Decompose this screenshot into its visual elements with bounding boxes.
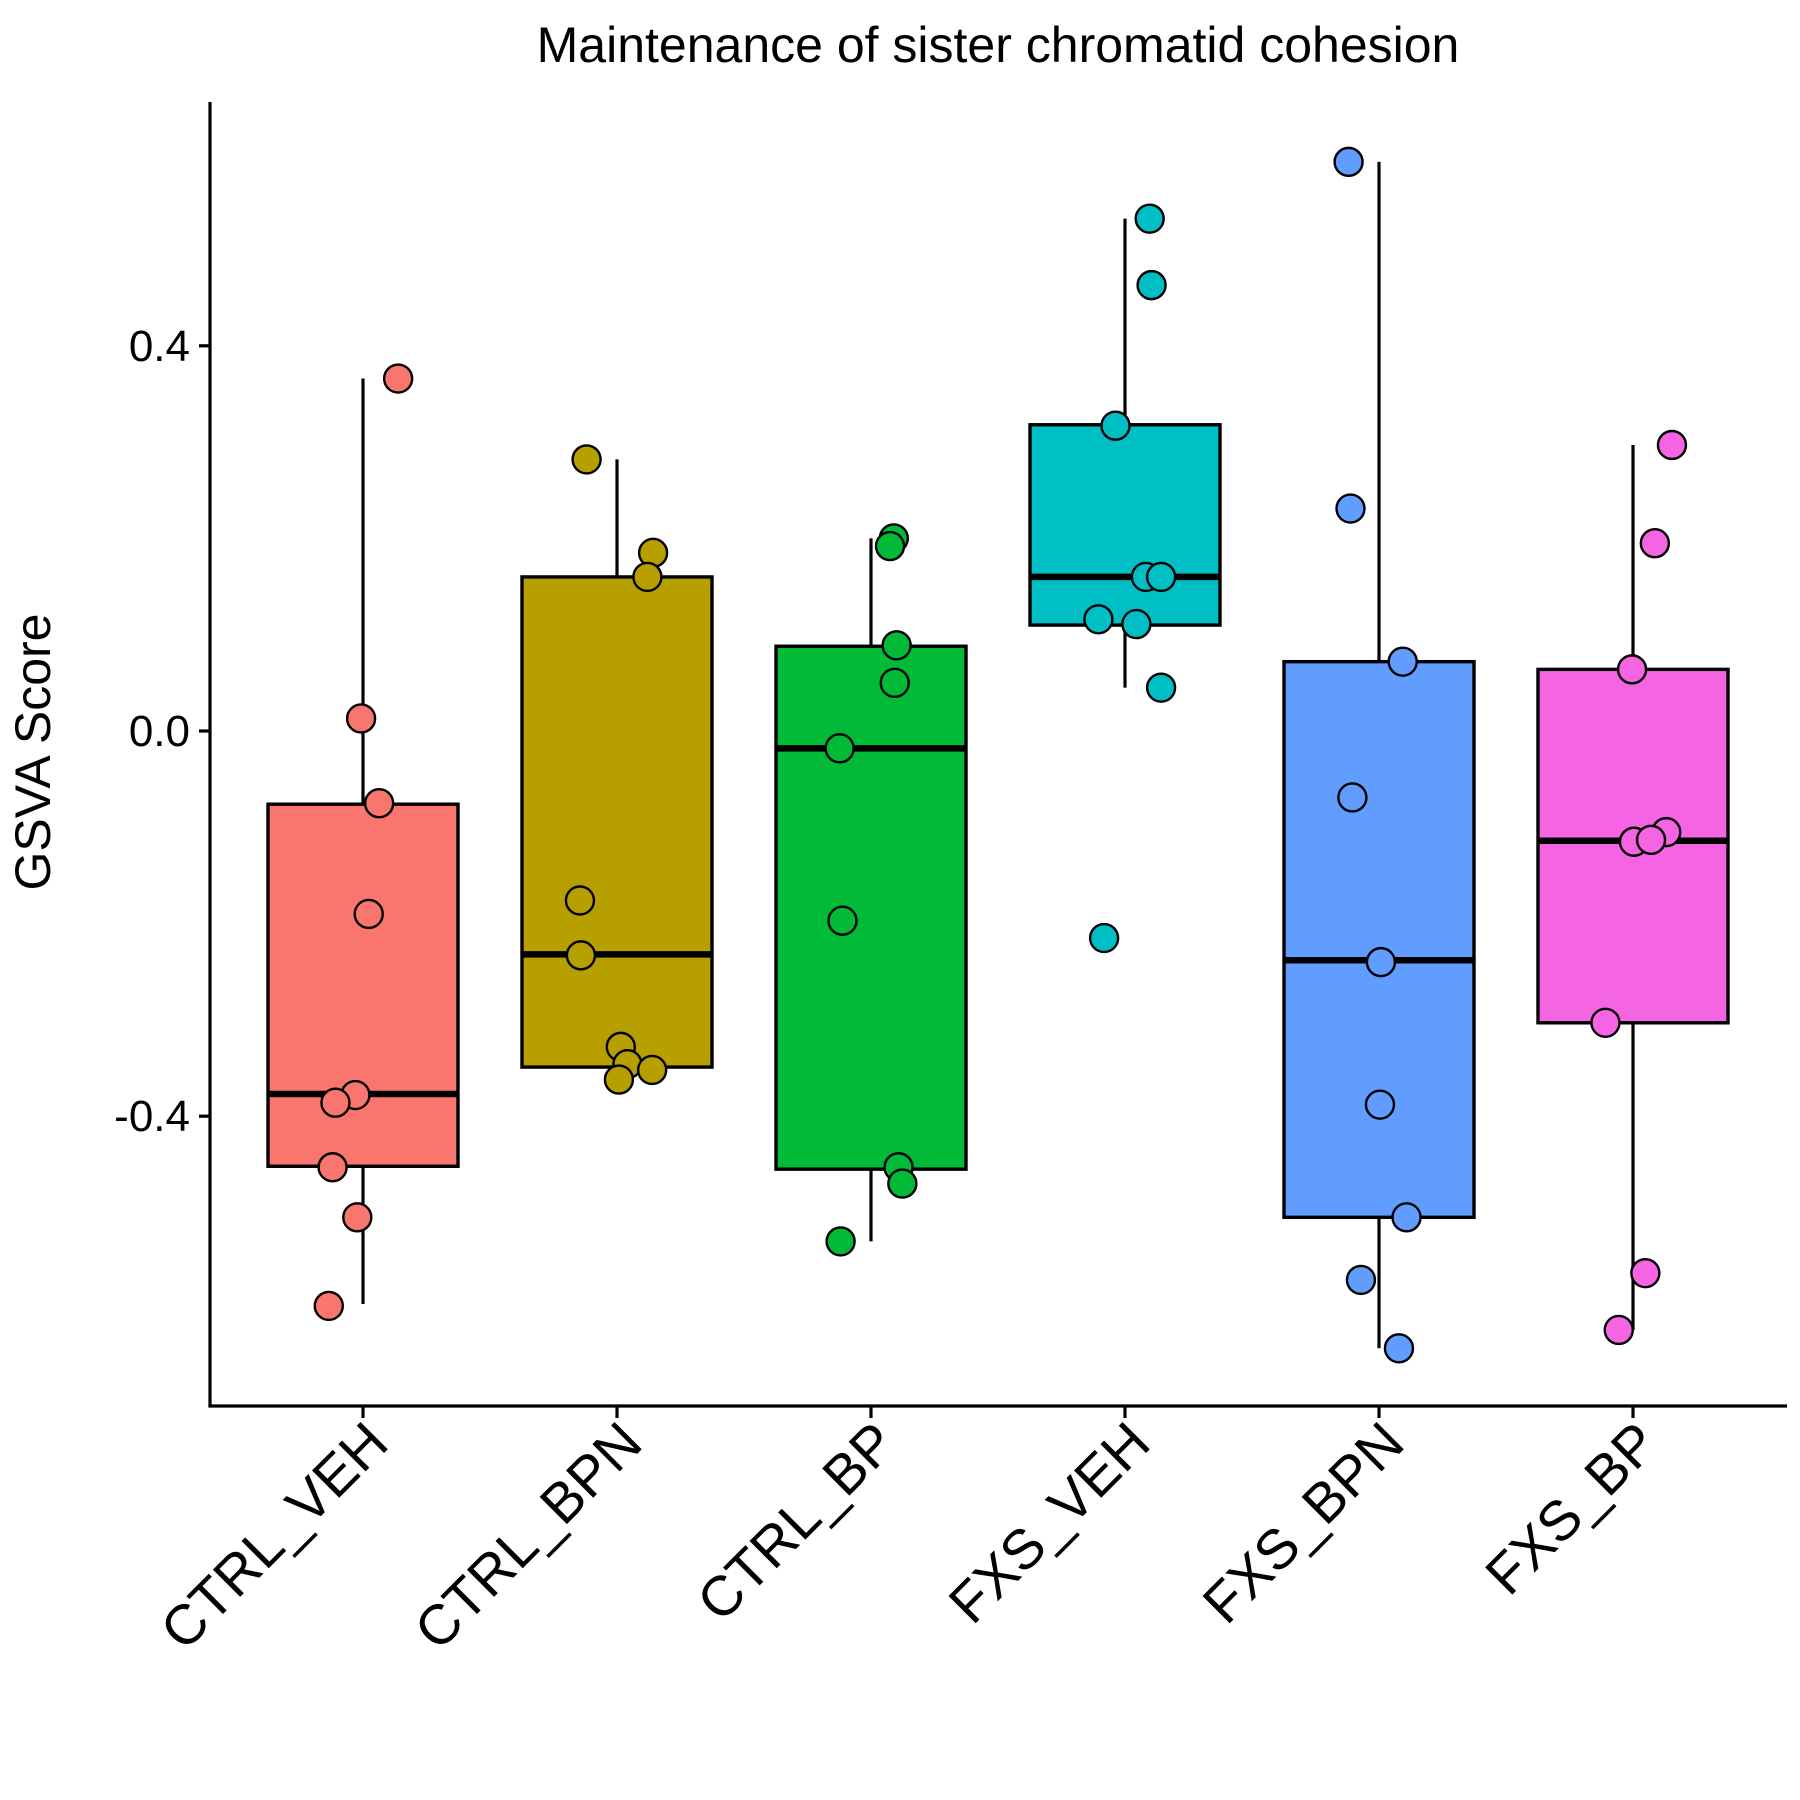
data-point (1335, 493, 1366, 524)
data-point (1391, 1202, 1422, 1233)
y-axis-title: GSVA Score (5, 614, 61, 891)
box-group (520, 444, 714, 1095)
box (774, 644, 968, 1171)
plot-area (266, 146, 1730, 1364)
y-tick-label: 0.4 (129, 322, 190, 371)
data-point (1603, 1314, 1634, 1346)
data-point (1134, 203, 1165, 234)
x-tick-label: CTRL_BP (685, 1410, 908, 1633)
data-point (317, 1152, 348, 1183)
data-point (1345, 1264, 1377, 1296)
data-point (1635, 824, 1667, 856)
x-tick-label: CTRL_BPN (402, 1410, 653, 1661)
data-point (1088, 922, 1120, 954)
box-group (1028, 203, 1222, 954)
data-point (1145, 672, 1177, 703)
x-tick-label: CTRL_VEH (148, 1410, 399, 1661)
data-point (1364, 1089, 1396, 1120)
box (520, 575, 714, 1069)
data-point (874, 530, 906, 562)
x-ticks: CTRL_VEH CTRL_BPN CTRL_BP FXS_VEH FXS_BPN FXS… (148, 1406, 1669, 1661)
data-point (1333, 146, 1364, 178)
data-point (313, 1290, 344, 1322)
y-tick-label: 0.0 (129, 707, 190, 756)
data-point (1387, 646, 1418, 677)
data-point (636, 1054, 668, 1086)
data-point (1590, 1007, 1621, 1038)
box-group (1536, 429, 1730, 1346)
data-point (345, 703, 377, 734)
data-point (363, 788, 395, 819)
box-group (774, 523, 968, 1257)
data-point (382, 363, 414, 394)
data-point (1337, 782, 1368, 813)
data-point (1616, 654, 1648, 685)
data-point (1100, 410, 1131, 441)
data-point (825, 1226, 856, 1257)
x-tick-label: FXS_BPN (1190, 1410, 1415, 1635)
data-point (320, 1087, 351, 1118)
data-point (1630, 1257, 1661, 1289)
data-point (1365, 946, 1397, 978)
x-tick-label: FXS_BP (1473, 1410, 1669, 1606)
data-point (887, 1168, 918, 1199)
data-point (353, 898, 384, 930)
data-point (571, 444, 602, 475)
box-group (266, 363, 460, 1322)
data-point (1083, 604, 1114, 635)
data-point (881, 630, 912, 661)
axes (208, 102, 1787, 1408)
box (1028, 423, 1222, 627)
data-point (603, 1064, 635, 1095)
box-group (1282, 146, 1476, 1364)
data-point (1383, 1333, 1415, 1364)
data-point (1639, 528, 1671, 559)
data-point (565, 940, 597, 971)
data-point (632, 561, 663, 593)
data-point (1136, 269, 1167, 301)
data-point (824, 733, 855, 764)
data-point (1145, 561, 1177, 593)
data-point (1121, 608, 1152, 640)
y-tick-label: -0.4 (114, 1092, 190, 1141)
data-point (564, 885, 596, 916)
data-point (1656, 429, 1688, 461)
y-ticks: -0.4 0.0 0.4 (114, 322, 210, 1141)
box (266, 802, 460, 1168)
data-point (342, 1202, 373, 1233)
data-point (879, 667, 910, 699)
x-tick-label: FXS_VEH (936, 1410, 1161, 1635)
box (1282, 659, 1476, 1220)
chart-title: Maintenance of sister chromatid cohesion (537, 17, 1460, 73)
data-point (827, 905, 858, 936)
